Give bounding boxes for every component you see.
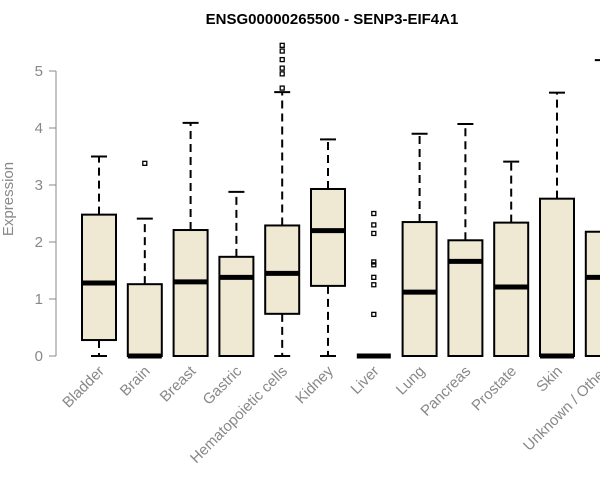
x-tick-label: Lung [393,363,429,399]
box-body [218,255,255,358]
outlier-point [371,282,377,288]
outlier-point [279,71,285,77]
y-tick-label: 1 [35,291,43,308]
x-tick-label: Kidney [292,362,337,407]
box-kidney [310,138,346,357]
box-breast [172,121,209,357]
outlier-point [279,48,285,54]
x-tick-label: Bladder [59,363,108,412]
y-tick-label: 4 [35,120,43,137]
outlier-point [371,262,377,268]
box-pancreas [447,123,484,357]
y-axis-label: Expression [0,162,17,236]
box-body [310,187,346,287]
outlier-point [371,259,377,265]
outlier-point [371,311,377,318]
outlier-point [279,56,285,63]
box-body [584,230,600,358]
x-tick-label: Liver [348,363,383,398]
box-hematopoietic-cells [264,42,301,357]
outlier-point [371,210,377,217]
x-tick-label: Breast [157,362,200,405]
box-skin [539,91,575,359]
box-liver [356,210,391,359]
box-body [539,197,575,357]
outlier-point [279,42,285,48]
y-tick-label: 3 [35,177,43,194]
outlier-point [142,160,148,166]
x-tick-label: Pancreas [417,363,474,420]
outlier-point [279,65,285,71]
box-prostate [493,160,530,357]
outlier-point [279,85,285,91]
box-unknown-other [584,59,600,358]
y-tick-label: 5 [35,63,43,80]
box-body [126,283,163,357]
box-lung [401,132,438,357]
boxes [81,42,600,359]
y-tick-label: 0 [35,348,43,365]
x-tick-label: Gastric [200,362,246,408]
outlier-point [371,274,377,280]
box-gastric [218,190,255,358]
box-bladder [81,155,117,357]
box-body [172,229,209,357]
y-tick-label: 2 [35,234,43,251]
box-body [401,221,438,357]
outlier-point [371,230,377,237]
x-tick-label: Skin [533,363,566,396]
box-body [447,239,484,357]
x-tick-label: Prostate [468,363,520,415]
x-tick-label: Brain [117,363,154,400]
box-body [264,224,301,315]
y-axis: 0 1 2 3 4 5 [35,63,57,365]
chart-title: ENSG00000265500 - SENP3-EIF4A1 [206,11,459,28]
box-brain [126,160,163,359]
outlier-point [371,222,377,228]
box-body [81,213,117,342]
